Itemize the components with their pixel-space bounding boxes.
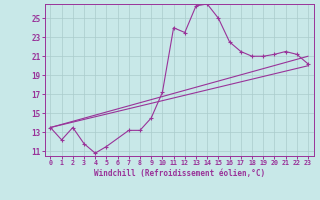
X-axis label: Windchill (Refroidissement éolien,°C): Windchill (Refroidissement éolien,°C) [94, 169, 265, 178]
